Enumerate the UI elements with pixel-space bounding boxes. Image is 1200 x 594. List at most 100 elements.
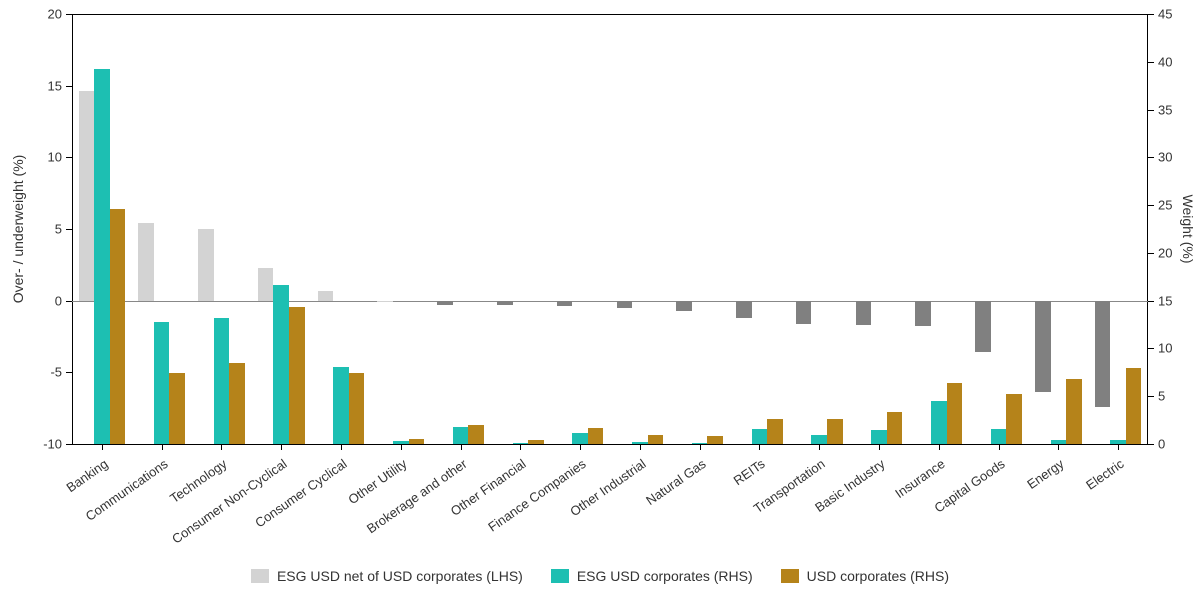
right-tick-label: 45: [1158, 7, 1172, 22]
x-tick-mark: [221, 444, 222, 450]
bar-usd: [707, 436, 723, 444]
right-tick-label: 0: [1158, 437, 1165, 452]
bar-net: [318, 291, 334, 301]
bar-esg: [871, 430, 887, 444]
x-tick-mark: [759, 444, 760, 450]
bar-usd: [110, 209, 126, 444]
left-tick-label: 5: [0, 222, 62, 237]
left-tick-mark: [66, 229, 72, 230]
bar-net: [975, 301, 991, 353]
bar-usd: [1126, 368, 1142, 444]
bar-esg: [214, 318, 230, 444]
bar-usd: [1006, 394, 1022, 444]
right-tick-mark: [1148, 444, 1154, 445]
x-tick-mark: [640, 444, 641, 450]
bar-usd: [1066, 379, 1082, 444]
right-tick-label: 15: [1158, 293, 1172, 308]
bar-net: [497, 301, 513, 305]
x-tick-mark: [819, 444, 820, 450]
x-tick-mark: [461, 444, 462, 450]
left-tick-label: -5: [0, 365, 62, 380]
bar-net: [79, 91, 95, 300]
bar-net: [198, 229, 214, 301]
bar-net: [1095, 301, 1111, 407]
x-tick-mark: [341, 444, 342, 450]
left-tick-mark: [66, 86, 72, 87]
bar-net: [1035, 301, 1051, 393]
bar-net: [796, 301, 812, 324]
right-tick-label: 5: [1158, 389, 1165, 404]
x-tick-mark: [879, 444, 880, 450]
right-tick-mark: [1148, 110, 1154, 111]
left-tick-mark: [66, 14, 72, 15]
bar-esg: [333, 367, 349, 444]
bar-usd: [767, 419, 783, 444]
right-axis-line: [1147, 14, 1148, 444]
bar-usd: [947, 383, 963, 444]
bar-usd: [648, 435, 664, 444]
bar-net: [617, 301, 633, 308]
bar-net: [856, 301, 872, 325]
bar-net: [138, 223, 154, 300]
x-tick-mark: [999, 444, 1000, 450]
bar-net: [915, 301, 931, 327]
x-tick-mark: [1118, 444, 1119, 450]
legend-item: USD corporates (RHS): [781, 568, 949, 584]
bar-net: [557, 301, 573, 307]
x-tick-mark: [580, 444, 581, 450]
bar-usd: [887, 412, 903, 444]
bar-usd: [169, 373, 185, 444]
bar-usd: [827, 419, 843, 444]
left-tick-label: 15: [0, 78, 62, 93]
legend-text: USD corporates (RHS): [807, 568, 949, 584]
bar-net: [377, 301, 393, 302]
left-axis-line: [72, 14, 73, 444]
x-tick-mark: [401, 444, 402, 450]
right-tick-mark: [1148, 348, 1154, 349]
x-tick-mark: [1058, 444, 1059, 450]
right-tick-label: 20: [1158, 245, 1172, 260]
x-tick-mark: [700, 444, 701, 450]
x-tick-mark: [102, 444, 103, 450]
bar-usd: [229, 363, 245, 444]
bar-usd: [528, 440, 544, 444]
right-tick-label: 10: [1158, 341, 1172, 356]
bar-esg: [931, 401, 947, 444]
bar-esg: [453, 427, 469, 444]
left-tick-label: -10: [0, 437, 62, 452]
left-tick-label: 10: [0, 150, 62, 165]
x-tick-mark: [281, 444, 282, 450]
right-tick-mark: [1148, 157, 1154, 158]
bar-usd: [349, 373, 365, 444]
bar-net: [258, 268, 274, 301]
bar-net: [676, 301, 692, 311]
bar-usd: [289, 307, 305, 444]
right-tick-mark: [1148, 14, 1154, 15]
bar-esg: [811, 435, 827, 444]
right-tick-label: 30: [1158, 150, 1172, 165]
bar-esg: [273, 285, 289, 444]
left-tick-mark: [66, 372, 72, 373]
bar-esg: [752, 429, 768, 444]
bar-esg: [94, 69, 110, 444]
right-tick-label: 40: [1158, 54, 1172, 69]
x-tick-mark: [939, 444, 940, 450]
right-tick-mark: [1148, 62, 1154, 63]
bar-esg: [991, 429, 1007, 444]
dual-axis-bar-chart: Over- / underweight (%) Weight (%) ESG U…: [0, 0, 1200, 594]
bar-net: [437, 301, 453, 305]
bar-net: [736, 301, 752, 318]
right-tick-mark: [1148, 253, 1154, 254]
right-tick-mark: [1148, 301, 1154, 302]
bar-esg: [154, 322, 170, 444]
left-tick-mark: [66, 157, 72, 158]
right-tick-mark: [1148, 205, 1154, 206]
right-tick-mark: [1148, 396, 1154, 397]
bar-usd: [588, 428, 604, 444]
bar-usd: [468, 425, 484, 444]
bar-esg: [572, 433, 588, 444]
bar-usd: [409, 439, 425, 444]
right-axis-label: Weight (%): [1180, 195, 1196, 264]
x-tick-mark: [520, 444, 521, 450]
x-tick-mark: [162, 444, 163, 450]
